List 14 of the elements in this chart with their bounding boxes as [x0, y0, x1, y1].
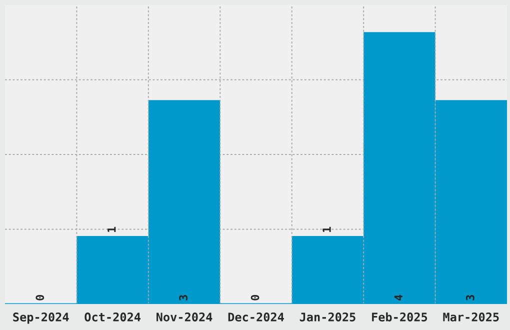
- data-label: 0: [36, 294, 44, 300]
- x-tick-label: Feb-2025: [372, 312, 428, 322]
- data-label: 3: [466, 295, 474, 300]
- data-label: 0: [250, 294, 260, 300]
- x-tick-label: Mar-2025: [443, 312, 499, 322]
- data-label: 4: [394, 294, 402, 300]
- x-tick-label: Oct-2024: [84, 312, 140, 322]
- x-tick-label: Sep-2024: [13, 312, 69, 324]
- x-tick-label: Jan-2025: [300, 312, 356, 322]
- data-label: 1: [108, 226, 116, 232]
- x-tick-label: Nov-2024: [156, 312, 212, 322]
- data-label: 3: [179, 295, 188, 300]
- data-label: 1: [322, 226, 331, 232]
- x-tick-label: Dec-2024: [228, 312, 284, 322]
